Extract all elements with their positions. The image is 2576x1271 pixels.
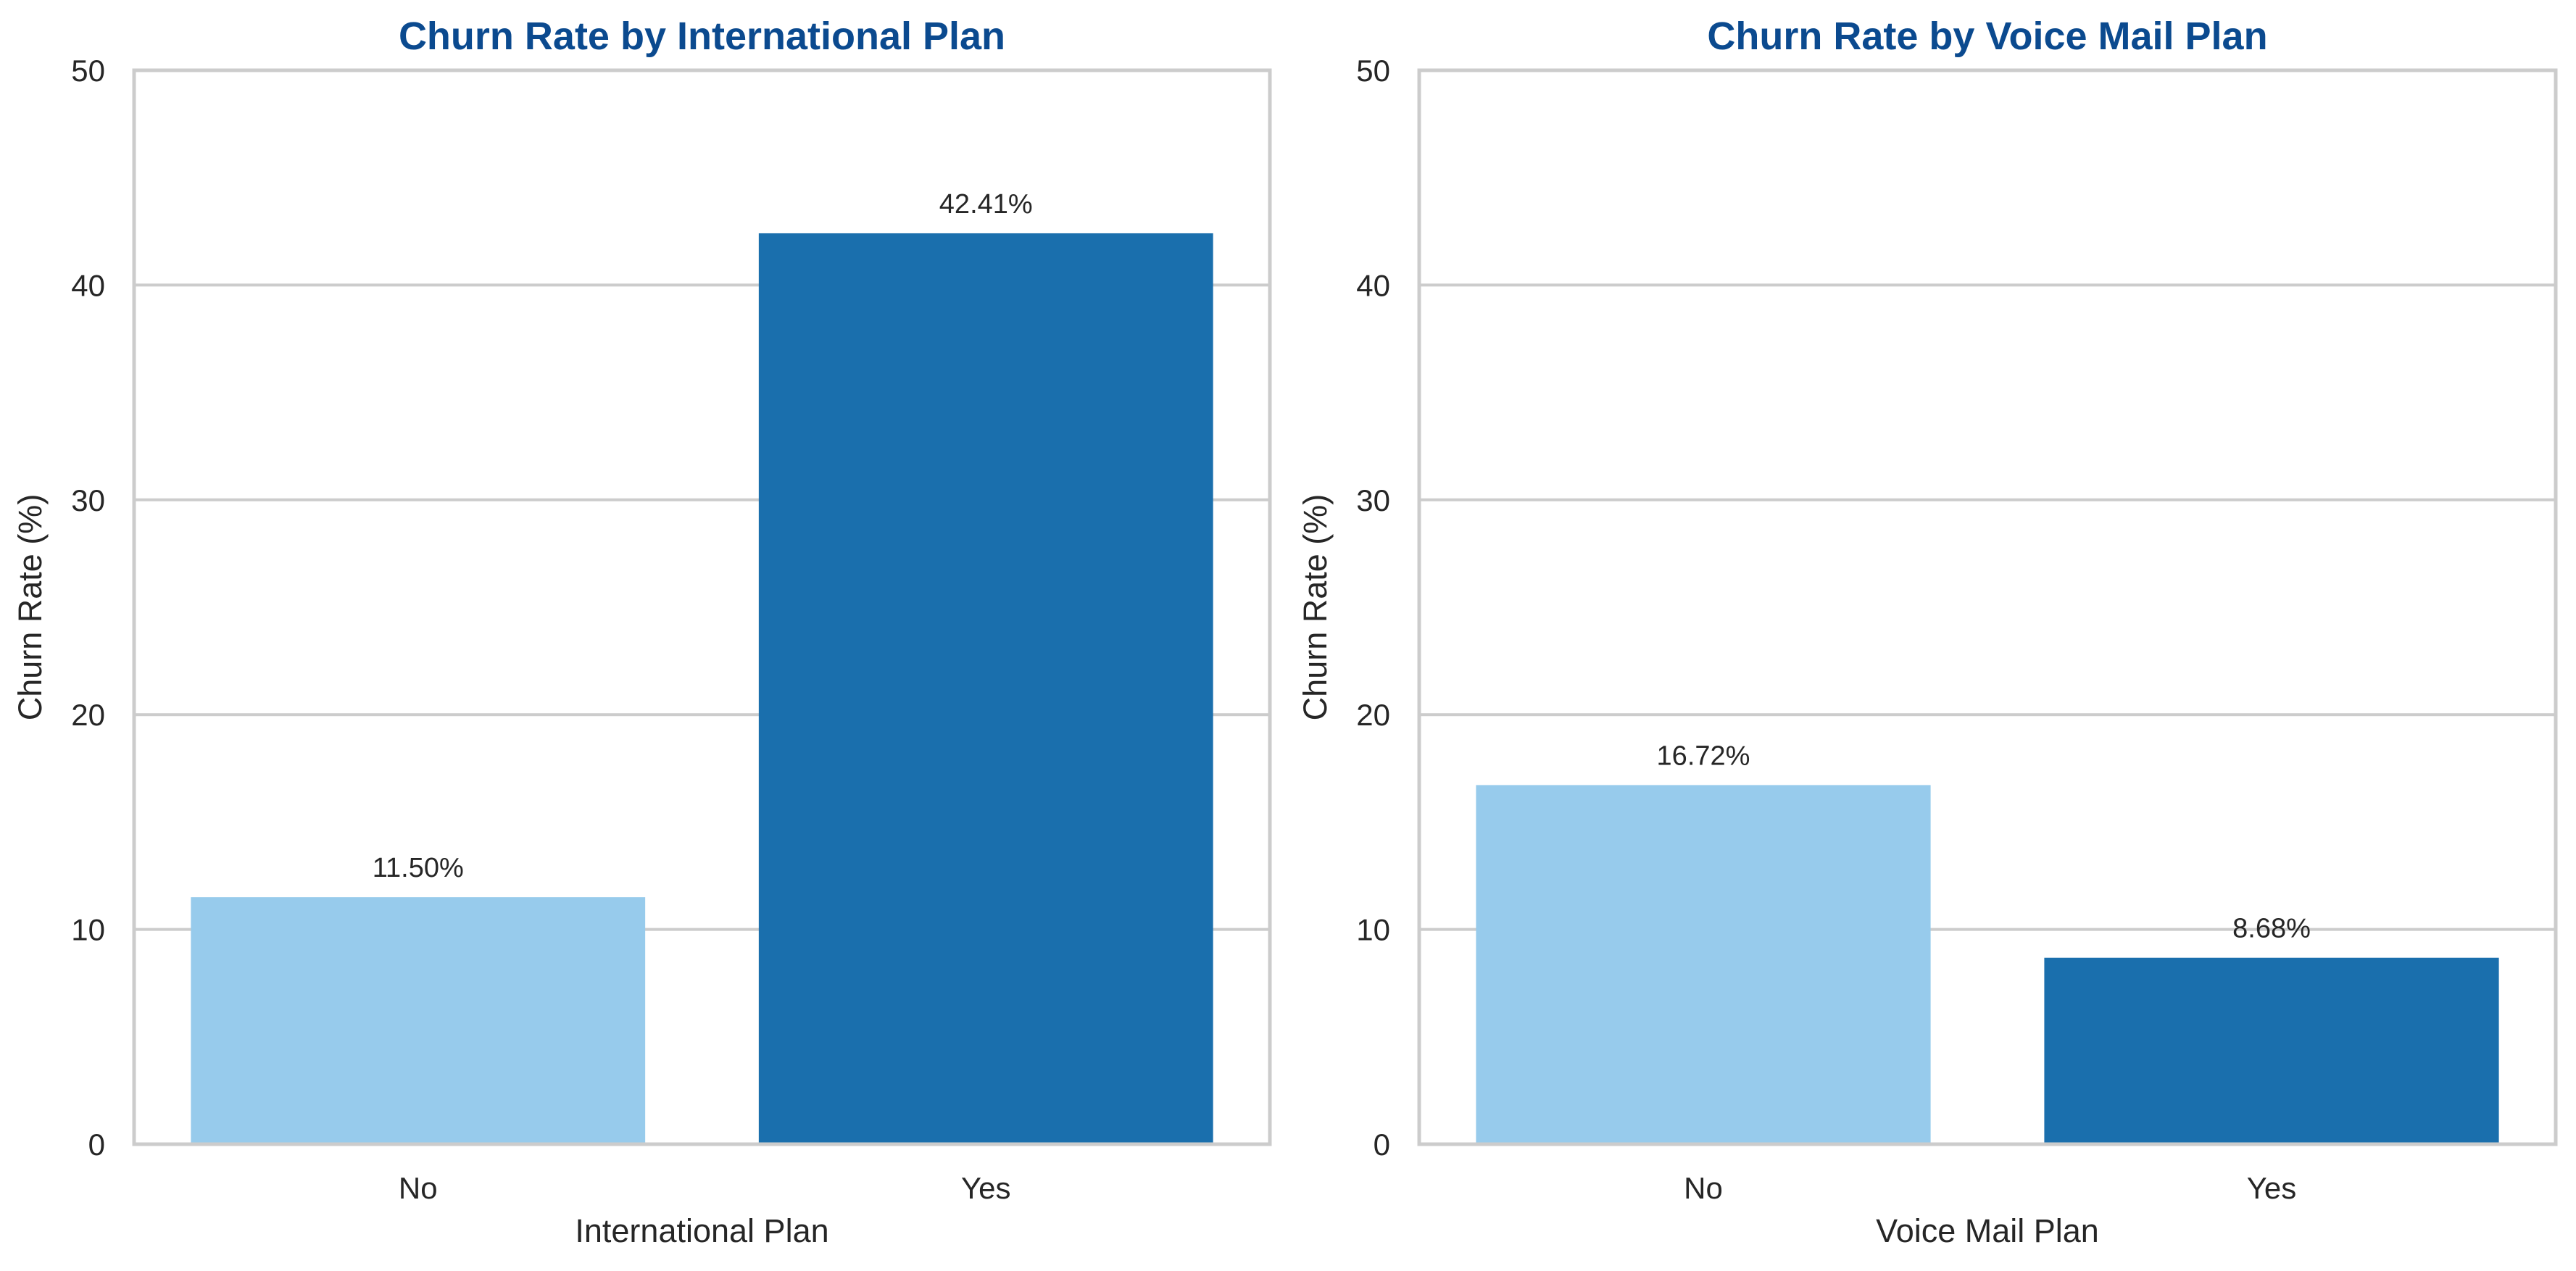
x-tick-labels: No Yes xyxy=(399,1171,1011,1205)
y-tick-label: 0 xyxy=(1374,1128,1390,1162)
y-tick-labels: 0 10 20 30 40 50 xyxy=(71,54,105,1162)
bar-no xyxy=(191,897,646,1144)
bar-value-labels: 16.72% 8.68% xyxy=(1657,741,2311,943)
y-tick-labels: 0 10 20 30 40 50 xyxy=(1356,54,1390,1162)
x-axis-label: Voice Mail Plan xyxy=(1876,1212,2099,1249)
bar-value-label: 42.41% xyxy=(939,189,1033,220)
plot-frame xyxy=(132,68,1272,1146)
y-axis-label: Churn Rate (%) xyxy=(1297,494,1334,721)
chart-title: Churn Rate by Voice Mail Plan xyxy=(1707,14,2267,58)
bar-no xyxy=(1476,785,1931,1144)
bar-value-label: 11.50% xyxy=(373,853,464,883)
y-tick-label: 30 xyxy=(71,483,105,517)
y-tick-label: 40 xyxy=(1356,268,1390,302)
chart-panel-voice-mail-plan: 0 10 20 30 40 50 No Yes 16.72% 8.68% Churn Rate… xyxy=(1297,14,2558,1249)
y-tick-label: 40 xyxy=(71,268,105,302)
x-tick-label: Yes xyxy=(961,1171,1011,1205)
chart-panel-international-plan: 0 10 20 30 40 50 No Yes 11.50% 42.41% Churn Rat… xyxy=(12,14,1272,1249)
bar-value-labels: 11.50% 42.41% xyxy=(373,189,1033,883)
chart-title: Churn Rate by International Plan xyxy=(399,14,1005,58)
bar-yes xyxy=(758,233,1213,1145)
y-tick-label: 20 xyxy=(71,698,105,732)
plot-frame xyxy=(1417,68,2558,1146)
y-tick-label: 10 xyxy=(1356,913,1390,947)
y-tick-label: 30 xyxy=(1356,483,1390,517)
bars xyxy=(1476,785,2499,1144)
x-tick-label: Yes xyxy=(2247,1171,2297,1205)
x-tick-label: No xyxy=(1684,1171,1723,1205)
y-tick-label: 10 xyxy=(71,913,105,947)
y-tick-label: 50 xyxy=(71,54,105,88)
bar-value-label: 8.68% xyxy=(2232,914,2311,944)
y-tick-label: 0 xyxy=(88,1128,105,1162)
bar-value-label: 16.72% xyxy=(1657,741,1750,771)
y-tick-label: 20 xyxy=(1356,698,1390,732)
bar-yes xyxy=(2044,957,2499,1144)
x-tick-label: No xyxy=(399,1171,438,1205)
x-tick-labels: No Yes xyxy=(1684,1171,2296,1205)
bars xyxy=(191,233,1213,1145)
y-tick-label: 50 xyxy=(1356,54,1390,88)
y-axis-label: Churn Rate (%) xyxy=(12,494,49,721)
x-axis-label: International Plan xyxy=(575,1212,828,1249)
